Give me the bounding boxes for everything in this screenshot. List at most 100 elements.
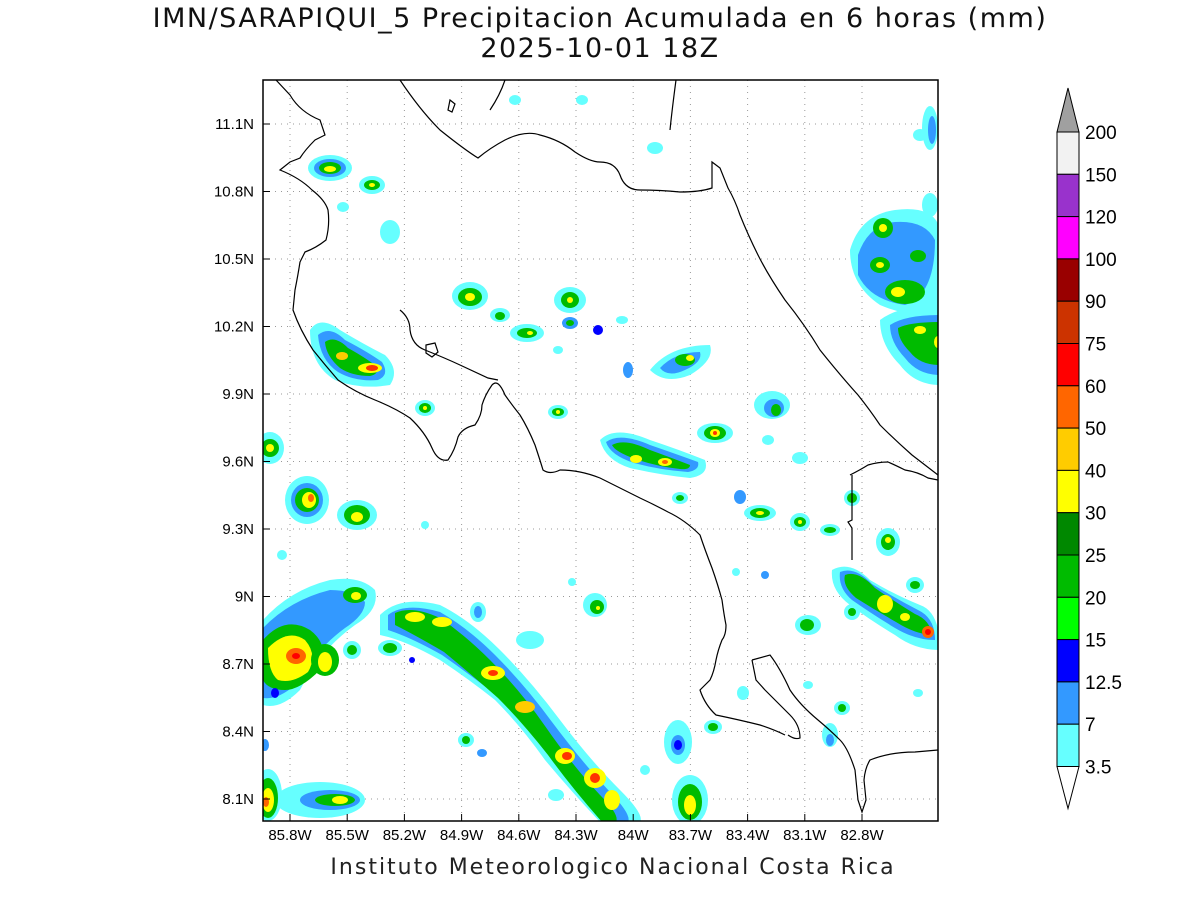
precip-cell <box>792 452 808 464</box>
colorbar-swatch <box>1056 469 1080 514</box>
colorbar-swatch <box>1056 216 1080 260</box>
precip-cell <box>762 435 774 445</box>
precip-cell <box>458 733 474 747</box>
precip-cell <box>593 325 603 335</box>
precip-cell <box>378 640 402 656</box>
colorbar-label: 15 <box>1085 631 1106 652</box>
precip-cell <box>263 769 282 821</box>
precip-cell <box>913 129 927 141</box>
y-tick-label: 9.6N <box>222 454 254 471</box>
precip-cell <box>509 95 521 105</box>
colorbar-label: 90 <box>1085 292 1106 313</box>
precip-cell <box>600 432 706 478</box>
colorbar-label: 7 <box>1085 715 1096 736</box>
precip-cell <box>359 176 385 194</box>
precip-cell <box>343 641 361 659</box>
precip-cell <box>672 775 708 821</box>
colorbar-label: 50 <box>1085 419 1106 440</box>
precip-cell <box>650 345 711 379</box>
x-tick-label: 83.1W <box>783 827 827 844</box>
precip-cell <box>510 324 544 342</box>
precip-cell <box>795 615 821 635</box>
precip-cell <box>310 322 394 387</box>
colorbar-label: 100 <box>1085 250 1117 271</box>
x-tick-label: 85.8W <box>268 827 312 844</box>
precip-cell <box>820 524 840 536</box>
precip-cell <box>415 400 435 416</box>
precip-cell <box>308 155 352 181</box>
precip-cell <box>548 789 564 801</box>
y-tick-label: 9.9N <box>222 386 254 403</box>
x-tick-label: 85.2W <box>383 827 427 844</box>
precip-cell <box>583 593 607 617</box>
precip-cell <box>831 566 938 650</box>
colorbar-label: 25 <box>1085 546 1106 567</box>
precip-cell <box>672 492 688 504</box>
colorbar-over-triangle <box>1056 87 1080 133</box>
precip-cell <box>880 305 938 385</box>
x-tick-label: 83.7W <box>669 827 713 844</box>
precip-cell <box>452 282 488 310</box>
precipitation-field <box>263 95 938 821</box>
precip-cell <box>380 220 400 244</box>
colorbar-swatch <box>1056 427 1080 471</box>
precip-cell <box>664 720 692 764</box>
precip-cell <box>548 405 568 419</box>
colorbar-label: 3.5 <box>1085 758 1111 779</box>
axis-ticks: 85.8W 85.5W 85.2W 84.9W 84.6W 84.3W 84W 83.7W 83… <box>214 116 885 844</box>
y-tick-label: 11.1N <box>215 116 254 133</box>
x-tick-label: 84.6W <box>497 827 541 844</box>
precip-cell <box>421 521 429 529</box>
precip-cell <box>554 287 586 313</box>
precip-cell <box>553 346 563 354</box>
colorbar-swatch <box>1056 512 1080 556</box>
precip-cell <box>263 578 376 706</box>
precip-cell <box>562 317 578 329</box>
precip-cell <box>876 528 900 556</box>
colorbar-swatch <box>1056 596 1080 641</box>
colorbar-swatch <box>1056 173 1080 218</box>
precip-cell <box>734 490 746 504</box>
x-tick-label: 82.8W <box>840 827 884 844</box>
precip-cell <box>732 568 740 576</box>
precip-cell <box>834 701 850 715</box>
colorbar-label: 200 <box>1085 123 1117 144</box>
precip-cell <box>844 604 860 620</box>
precip-cell <box>761 571 769 579</box>
x-tick-label: 84.3W <box>554 827 598 844</box>
y-tick-label: 10.5N <box>214 251 254 268</box>
footer-credit: Instituto Meteorologico Nacional Costa R… <box>330 855 896 880</box>
title-line-1: IMN/SARAPIQUI_5 Precipitacion Acumulada … <box>152 3 1048 34</box>
colorbar-swatch <box>1056 554 1080 598</box>
precip-cell <box>275 782 365 818</box>
precip-cell <box>490 308 510 322</box>
y-tick-label: 8.7N <box>222 656 254 673</box>
precip-cell <box>803 681 813 689</box>
precip-cell <box>922 193 938 217</box>
precip-cell <box>380 601 641 821</box>
precip-cell <box>263 739 269 751</box>
colorbar-label: 150 <box>1085 165 1117 186</box>
y-tick-label: 9N <box>235 589 254 606</box>
colorbar-label: 12.5 <box>1085 673 1122 694</box>
y-tick-label: 9.3N <box>222 521 254 538</box>
colorbar-label: 40 <box>1085 461 1106 482</box>
precip-cell <box>263 432 284 464</box>
x-tick-label: 84W <box>618 827 650 844</box>
precip-cell <box>822 723 838 747</box>
x-tick-label: 83.4W <box>726 827 770 844</box>
colorbar-label: 60 <box>1085 377 1106 398</box>
colorbar-label: 120 <box>1085 208 1117 229</box>
precip-cell <box>470 602 486 622</box>
colorbar-label: 75 <box>1085 335 1106 356</box>
y-tick-label: 10.2N <box>214 319 254 336</box>
precip-cell <box>337 202 349 212</box>
colorbar-swatch <box>1056 258 1080 302</box>
precip-cell <box>568 578 576 586</box>
colorbar-label: 20 <box>1085 588 1106 609</box>
precip-cell <box>616 316 628 324</box>
colorbar-swatch <box>1056 343 1080 387</box>
x-tick-label: 84.9W <box>440 827 484 844</box>
coastline <box>275 80 938 814</box>
